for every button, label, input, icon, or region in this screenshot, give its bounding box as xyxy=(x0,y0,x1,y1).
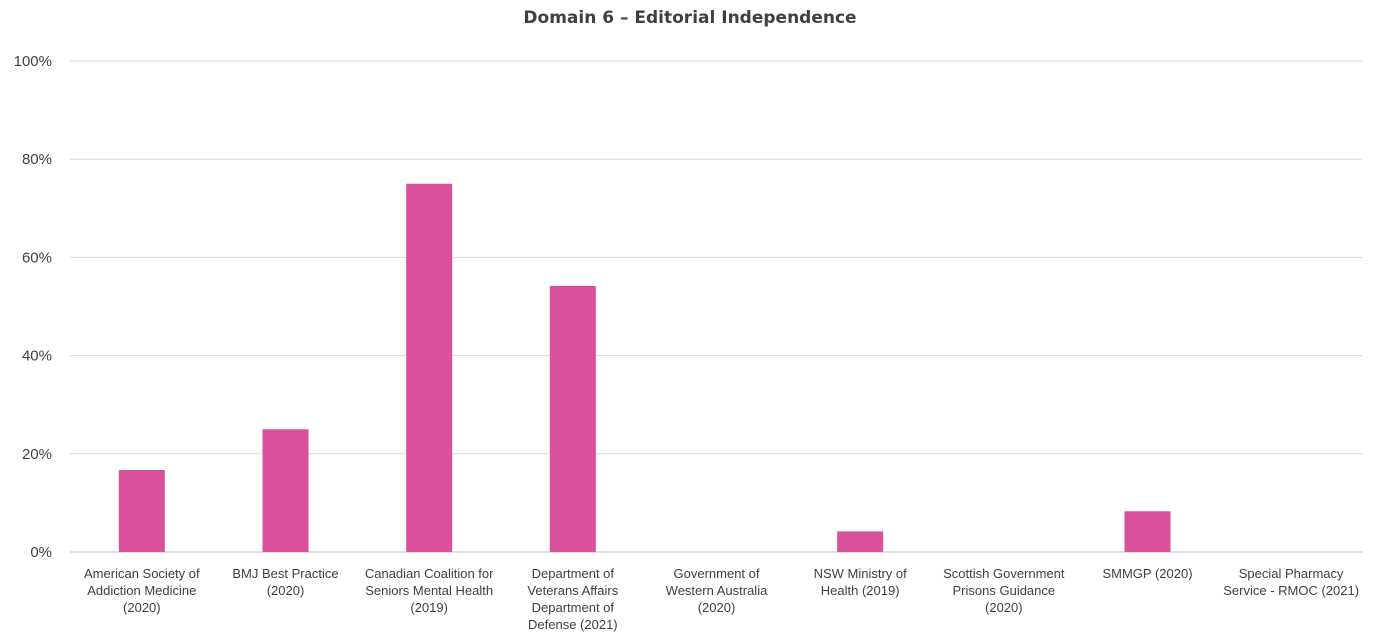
x-tick-label: BMJ Best Practice (2020) xyxy=(232,566,338,598)
x-tick-label-line: Defense (2021) xyxy=(528,617,618,632)
y-tick-label: 20% xyxy=(22,446,52,463)
x-tick-label-line: (2020) xyxy=(985,600,1023,615)
bar xyxy=(118,470,165,552)
x-tick-label-line: Scottish Government xyxy=(943,566,1065,581)
x-tick-label-line: Canadian Coalition for xyxy=(365,566,494,581)
x-tick-label-line: (2020) xyxy=(267,583,305,598)
bar xyxy=(837,531,884,552)
y-tick-label: 80% xyxy=(22,151,52,168)
x-tick-label-line: SMMGP (2020) xyxy=(1102,566,1192,581)
x-tick-label-line: Health (2019) xyxy=(821,583,900,598)
x-tick-label-line: NSW Ministry of xyxy=(814,566,908,581)
x-tick-label: Department of Veterans Affairs Department … xyxy=(527,566,618,632)
y-tick-label: 100% xyxy=(14,53,52,70)
x-tick-label: American Society of Addiction Medicine (20… xyxy=(84,566,200,615)
x-tick-label-line: Department of xyxy=(532,566,615,581)
bar xyxy=(406,183,453,552)
x-tick-label-line: Prisons Guidance xyxy=(953,583,1056,598)
bar xyxy=(549,285,596,552)
x-tick-label-line: Department of xyxy=(532,600,615,615)
chart-title: Domain 6 – Editorial Independence xyxy=(523,8,857,28)
x-tick-label-line: Western Australia xyxy=(666,583,768,598)
x-tick-label-line: (2020) xyxy=(698,600,736,615)
x-tick-label: Scottish Government Prisons Guidance (2020… xyxy=(943,566,1065,615)
x-tick-label: Special Pharmacy Service - RMOC (2021) xyxy=(1223,566,1359,598)
bar xyxy=(1124,511,1171,552)
y-tick-label: 40% xyxy=(22,348,52,365)
x-tick-label: NSW Ministry of Health (2019) xyxy=(814,566,908,598)
y-tick-label: 60% xyxy=(22,249,52,266)
x-tick-label: SMMGP (2020) xyxy=(1102,566,1192,581)
x-tick-label-line: (2019) xyxy=(410,600,448,615)
x-tick-label-line: Veterans Affairs xyxy=(527,583,618,598)
x-tick-label-line: Special Pharmacy xyxy=(1239,566,1344,581)
x-tick-label-line: Seniors Mental Health xyxy=(365,583,493,598)
x-tick-label: Canadian Coalition for Seniors Mental Hea… xyxy=(365,566,494,615)
bar xyxy=(262,429,309,552)
x-tick-label-line: Government of xyxy=(674,566,760,581)
x-tick-label-line: Addiction Medicine xyxy=(87,583,196,598)
y-tick-label: 0% xyxy=(30,544,52,561)
x-tick-label-line: American Society of xyxy=(84,566,200,581)
x-tick-label-line: Service - RMOC (2021) xyxy=(1223,583,1359,598)
x-tick-label-line: (2020) xyxy=(123,600,161,615)
x-tick-label: Government of Western Australia (2020) xyxy=(666,566,768,615)
x-tick-label-line: BMJ Best Practice xyxy=(232,566,338,581)
